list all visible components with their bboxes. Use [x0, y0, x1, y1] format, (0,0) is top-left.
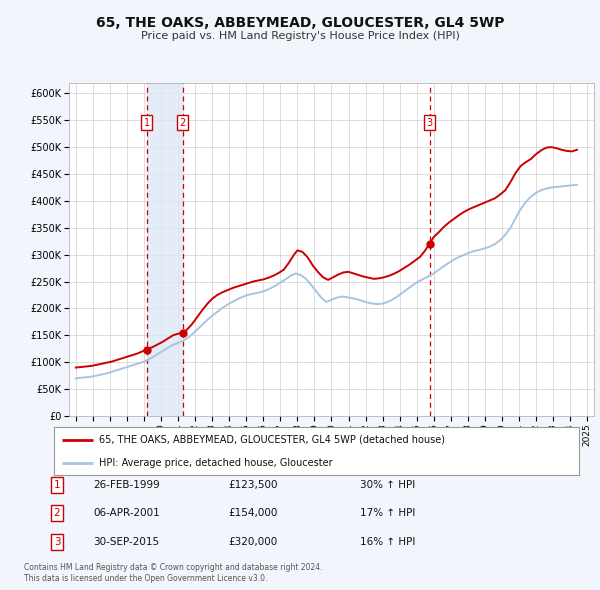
Text: 2: 2	[179, 118, 186, 128]
Text: This data is licensed under the Open Government Licence v3.0.: This data is licensed under the Open Gov…	[24, 574, 268, 583]
Text: £320,000: £320,000	[228, 537, 277, 546]
Text: 16% ↑ HPI: 16% ↑ HPI	[360, 537, 415, 546]
Text: 17% ↑ HPI: 17% ↑ HPI	[360, 509, 415, 518]
Text: Price paid vs. HM Land Registry's House Price Index (HPI): Price paid vs. HM Land Registry's House …	[140, 31, 460, 41]
Text: HPI: Average price, detached house, Gloucester: HPI: Average price, detached house, Glou…	[98, 458, 332, 468]
Text: 06-APR-2001: 06-APR-2001	[93, 509, 160, 518]
Text: 65, THE OAKS, ABBEYMEAD, GLOUCESTER, GL4 5WP: 65, THE OAKS, ABBEYMEAD, GLOUCESTER, GL4…	[96, 16, 504, 30]
Text: £154,000: £154,000	[228, 509, 277, 518]
Bar	[146, 83, 182, 416]
Text: 26-FEB-1999: 26-FEB-1999	[93, 480, 160, 490]
Text: 30-SEP-2015: 30-SEP-2015	[93, 537, 159, 546]
Text: 3: 3	[427, 118, 433, 128]
Text: 3: 3	[53, 537, 61, 546]
Text: 1: 1	[143, 118, 149, 128]
Text: £123,500: £123,500	[228, 480, 277, 490]
Text: 30% ↑ HPI: 30% ↑ HPI	[360, 480, 415, 490]
Text: 2: 2	[53, 509, 61, 518]
Text: Contains HM Land Registry data © Crown copyright and database right 2024.: Contains HM Land Registry data © Crown c…	[24, 563, 323, 572]
Text: 1: 1	[53, 480, 61, 490]
Text: 65, THE OAKS, ABBEYMEAD, GLOUCESTER, GL4 5WP (detached house): 65, THE OAKS, ABBEYMEAD, GLOUCESTER, GL4…	[98, 435, 445, 445]
